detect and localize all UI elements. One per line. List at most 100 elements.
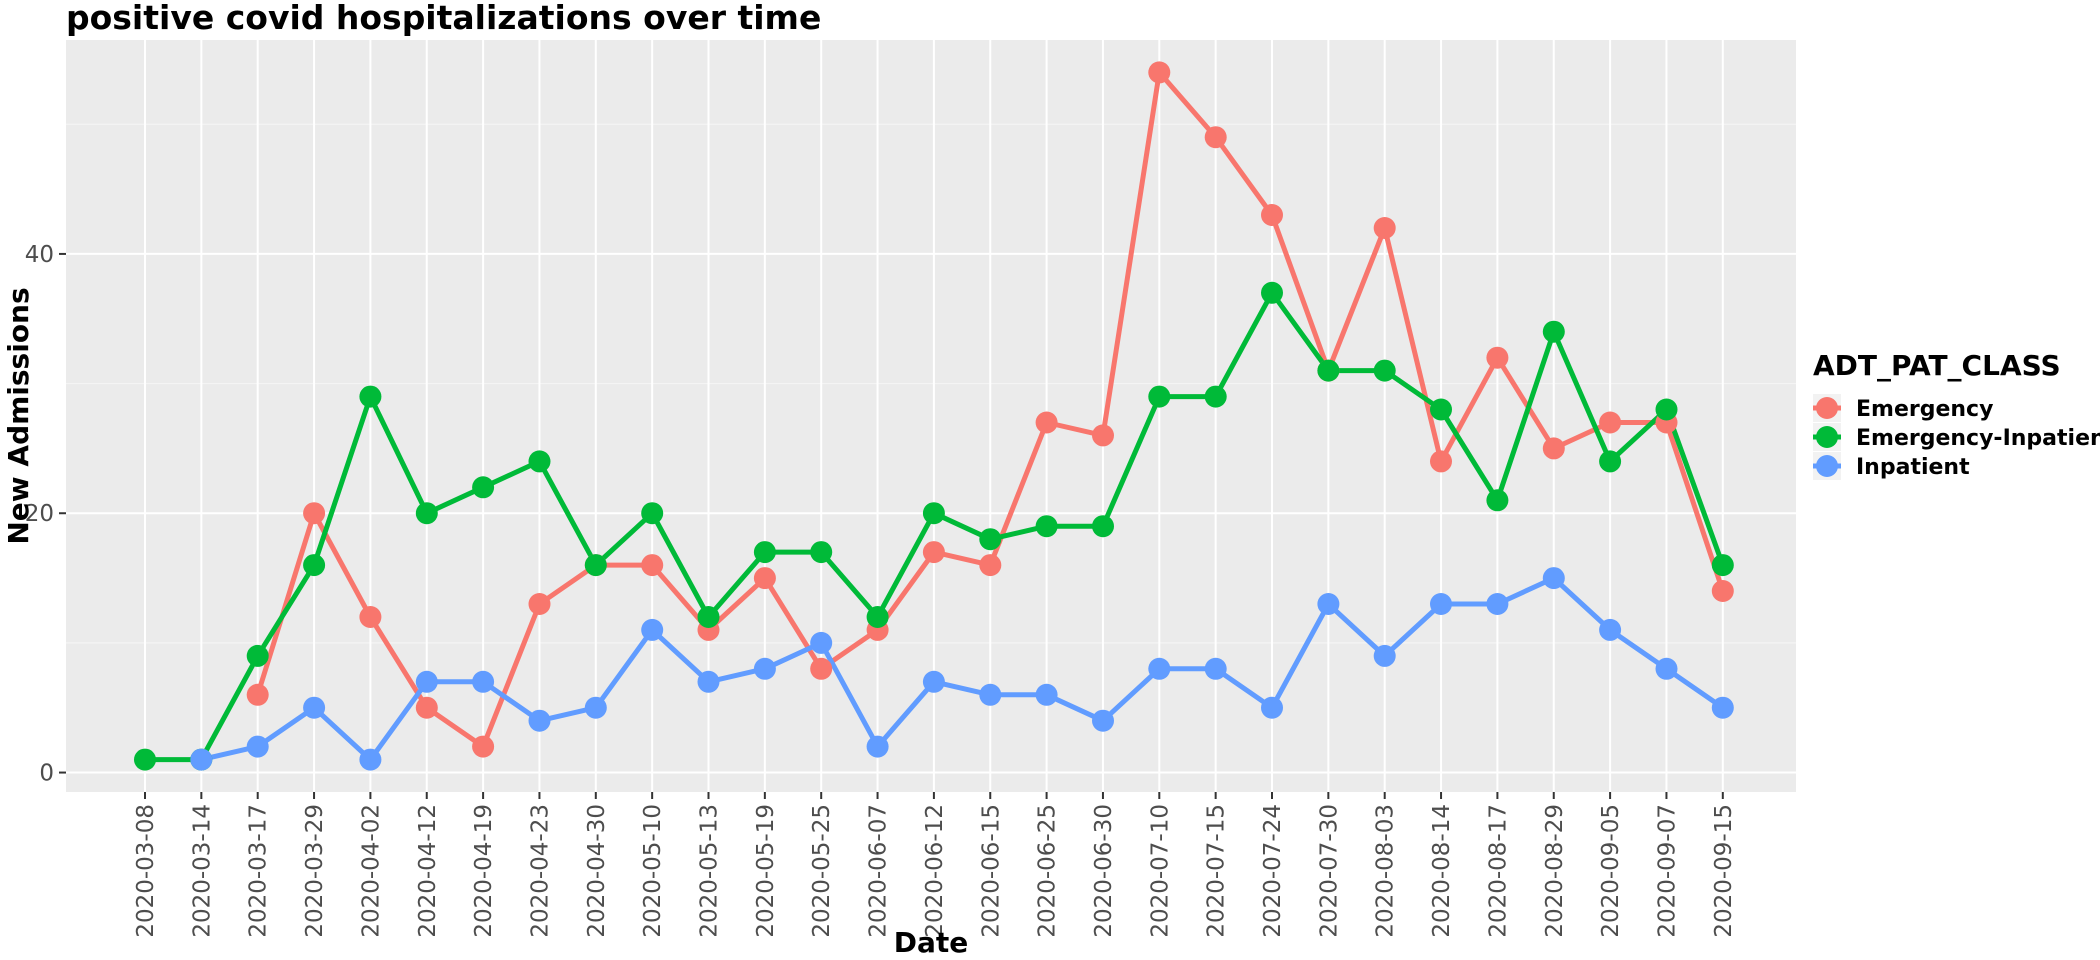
legend-label: Emergency <box>1856 397 1993 422</box>
x-tick-label: 2020-06-25 <box>1035 804 1061 938</box>
data-point <box>415 502 438 525</box>
legend: ADT_PAT_CLASS Emergency Emergency-Inpatie… <box>1813 349 2100 480</box>
data-point <box>866 606 889 628</box>
x-axis-ticks: 2020-03-08 2020-03-14 2020-03-17 2020-03-29… <box>133 792 1737 938</box>
x-tick-label: 2020-08-17 <box>1485 804 1511 938</box>
data-point <box>1486 489 1509 512</box>
data-point <box>1486 593 1509 615</box>
data-point <box>528 709 551 732</box>
minor-gridlines <box>66 123 1796 644</box>
data-point <box>1317 359 1340 382</box>
data-point <box>979 528 1002 551</box>
x-tick-label: 2020-06-12 <box>922 804 948 938</box>
series-layer <box>134 61 1734 771</box>
data-point <box>246 644 269 667</box>
data-point <box>1542 567 1565 590</box>
data-point <box>303 502 326 525</box>
x-tick-label: 2020-03-14 <box>189 804 215 938</box>
x-tick-label: 2020-07-24 <box>1260 804 1286 938</box>
data-point <box>1148 61 1171 84</box>
data-point <box>1373 644 1396 667</box>
data-point <box>1373 217 1396 239</box>
data-point <box>753 567 776 590</box>
data-point <box>584 696 607 719</box>
data-point <box>1430 593 1452 615</box>
chart-title: positive covid hospitalizations over tim… <box>66 0 821 37</box>
data-point <box>810 631 833 654</box>
legend-label: Inpatient <box>1856 455 1970 480</box>
data-point <box>190 748 213 771</box>
legend-item: Inpatient <box>1813 452 1970 480</box>
data-point <box>1542 320 1565 343</box>
data-point <box>1655 657 1678 680</box>
series-inpatient <box>200 575 1725 763</box>
data-point <box>1711 580 1734 602</box>
x-tick-label: 2020-08-14 <box>1429 804 1455 938</box>
data-point <box>303 554 326 577</box>
legend-label: Emergency-Inpatient <box>1856 426 2100 451</box>
y-tick-label: 0 <box>39 761 54 787</box>
legend-key-point <box>1816 397 1838 419</box>
data-point <box>1035 411 1058 434</box>
data-point <box>1148 385 1171 408</box>
data-point <box>922 502 945 525</box>
data-point <box>415 670 438 693</box>
data-point <box>922 541 945 564</box>
series-points-inpatient <box>190 567 1734 771</box>
x-tick-label: 2020-05-25 <box>809 804 835 938</box>
x-tick-label: 2020-04-12 <box>415 804 441 938</box>
data-point <box>359 385 382 408</box>
data-point <box>1430 450 1452 473</box>
data-point <box>472 476 495 499</box>
data-point <box>1148 657 1171 680</box>
data-point <box>810 657 833 680</box>
legend-items: Emergency Emergency-Inpatient Inpatient <box>1813 394 2100 480</box>
data-point <box>866 735 889 758</box>
x-tick-label: 2020-04-23 <box>528 804 554 938</box>
data-point <box>1486 346 1509 369</box>
data-point <box>1655 398 1678 421</box>
data-point <box>753 657 776 680</box>
data-point <box>528 450 551 473</box>
series-line <box>200 575 1725 763</box>
x-tick-label: 2020-03-29 <box>302 804 328 938</box>
legend-title: ADT_PAT_CLASS <box>1813 349 2061 382</box>
legend-item: Emergency-Inpatient <box>1813 423 2100 451</box>
data-point <box>697 606 720 628</box>
y-axis-ticks: 0 20 40 <box>25 242 66 787</box>
data-point <box>303 696 326 719</box>
data-point <box>1599 450 1622 473</box>
data-point <box>1092 709 1114 732</box>
x-tick-label: 2020-05-13 <box>697 804 723 938</box>
y-tick-label: 20 <box>25 501 54 527</box>
data-point <box>1261 281 1283 304</box>
legend-key-point <box>1816 426 1838 448</box>
data-point <box>922 670 945 693</box>
x-tick-label: 2020-05-19 <box>753 804 779 938</box>
data-point <box>979 683 1002 706</box>
data-point <box>641 618 664 641</box>
legend-key-point <box>1816 455 1838 477</box>
data-point <box>979 554 1002 577</box>
data-point <box>1204 657 1227 680</box>
data-point <box>359 606 382 628</box>
x-tick-label: 2020-09-15 <box>1711 804 1737 938</box>
data-point <box>584 554 607 577</box>
data-point <box>1430 398 1452 421</box>
data-point <box>1599 411 1622 434</box>
x-tick-label: 2020-06-30 <box>1091 804 1117 938</box>
plot-panel <box>66 40 1796 792</box>
data-point <box>641 502 664 525</box>
x-tick-label: 2020-09-05 <box>1598 804 1624 938</box>
data-point <box>641 554 664 577</box>
legend-item: Emergency <box>1813 394 1993 422</box>
data-point <box>1317 593 1340 615</box>
data-point <box>472 670 495 693</box>
data-point <box>1261 204 1283 226</box>
y-axis-title: New Admissions <box>2 287 35 544</box>
data-point <box>1711 554 1734 577</box>
data-point <box>1204 126 1227 149</box>
x-tick-label: 2020-07-30 <box>1316 804 1342 938</box>
y-tick-label: 40 <box>25 242 54 268</box>
